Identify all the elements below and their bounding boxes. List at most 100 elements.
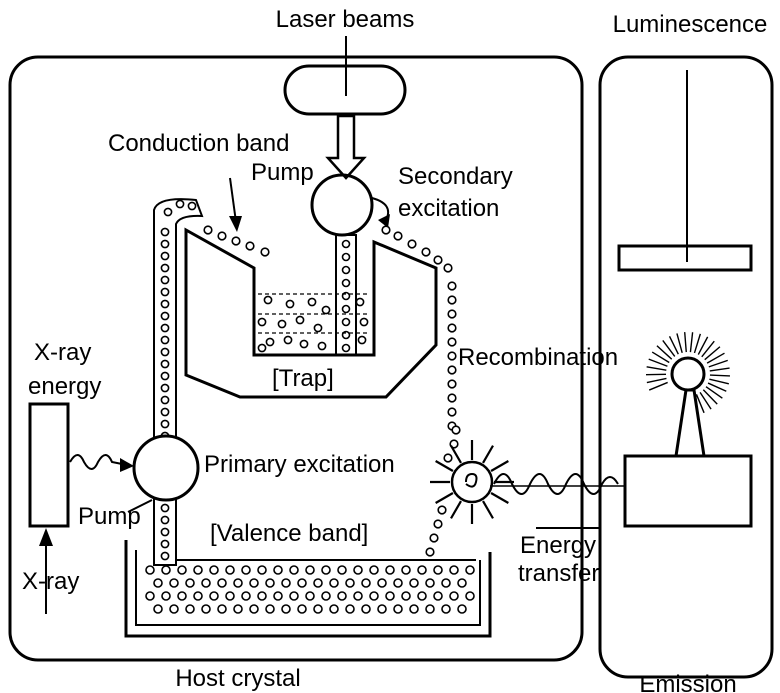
electron bbox=[249, 604, 259, 614]
electron bbox=[297, 604, 307, 614]
electron bbox=[321, 591, 331, 601]
label-emission: Emission bbox=[639, 671, 736, 693]
electron bbox=[153, 578, 163, 588]
ray bbox=[707, 382, 727, 392]
electron bbox=[313, 604, 323, 614]
electron bbox=[233, 578, 243, 588]
electron bbox=[361, 604, 371, 614]
emitter-box bbox=[623, 454, 753, 528]
electron bbox=[355, 297, 365, 307]
electron bbox=[447, 323, 457, 333]
ray bbox=[704, 346, 721, 361]
electron bbox=[160, 359, 170, 369]
label-pump-bottom: Pump bbox=[78, 503, 141, 530]
electron bbox=[225, 591, 235, 601]
conduction-electrons bbox=[203, 225, 453, 273]
label-primary-excitation: Primary excitation bbox=[204, 451, 395, 478]
electron bbox=[257, 343, 267, 353]
electron bbox=[160, 299, 170, 309]
electron bbox=[425, 547, 435, 557]
electron bbox=[163, 207, 173, 217]
electron bbox=[249, 578, 259, 588]
electron bbox=[160, 275, 170, 285]
secondary-excitation-arrowhead bbox=[378, 214, 390, 228]
electron bbox=[263, 295, 273, 305]
label-conduction-band: Conduction band bbox=[108, 130, 289, 157]
electron bbox=[265, 337, 275, 347]
electron bbox=[153, 604, 163, 614]
electron bbox=[447, 295, 457, 305]
ray bbox=[709, 374, 730, 377]
electron bbox=[345, 604, 355, 614]
electron bbox=[277, 319, 287, 329]
spike bbox=[450, 445, 462, 464]
ray bbox=[662, 339, 676, 357]
electron bbox=[209, 565, 219, 575]
label-secondary-excitation-2: excitation bbox=[398, 195, 499, 222]
ray bbox=[709, 378, 730, 385]
label-valence-band: [Valence band] bbox=[210, 520, 368, 547]
electron bbox=[160, 287, 170, 297]
electron bbox=[307, 297, 317, 307]
xray-arrowhead bbox=[39, 528, 53, 546]
ray bbox=[709, 367, 730, 372]
electron bbox=[193, 565, 203, 575]
electron bbox=[393, 231, 403, 241]
electron bbox=[185, 578, 195, 588]
valence-electrons bbox=[145, 565, 475, 614]
electron bbox=[425, 604, 435, 614]
electron bbox=[160, 539, 170, 549]
electron bbox=[433, 255, 443, 265]
electron bbox=[217, 578, 227, 588]
electron bbox=[161, 591, 171, 601]
laser-arrow bbox=[325, 114, 367, 180]
electron bbox=[175, 199, 185, 209]
electron bbox=[369, 565, 379, 575]
electron bbox=[353, 565, 363, 575]
electron bbox=[447, 309, 457, 319]
electron bbox=[393, 604, 403, 614]
electron bbox=[429, 533, 439, 543]
electron bbox=[187, 201, 197, 211]
electron bbox=[193, 591, 203, 601]
label-luminescence: Luminescence bbox=[613, 11, 768, 38]
electron bbox=[447, 379, 457, 389]
electron bbox=[409, 604, 419, 614]
electron bbox=[217, 604, 227, 614]
electron bbox=[447, 393, 457, 403]
electron bbox=[160, 551, 170, 561]
electron bbox=[289, 591, 299, 601]
label-host-crystal: Host crystal bbox=[175, 665, 300, 692]
ray bbox=[695, 394, 705, 414]
electron bbox=[329, 578, 339, 588]
electron bbox=[441, 604, 451, 614]
electron bbox=[443, 453, 453, 463]
ray bbox=[656, 345, 673, 360]
electron bbox=[203, 225, 213, 235]
electron bbox=[433, 565, 443, 575]
electron bbox=[145, 591, 155, 601]
ray bbox=[702, 389, 718, 405]
ray bbox=[708, 359, 728, 368]
label-laser-beams: Laser beams bbox=[276, 6, 415, 33]
pump-circle-bottom bbox=[132, 434, 200, 502]
label-xray-energy-2: energy bbox=[28, 373, 101, 400]
electron bbox=[260, 247, 270, 257]
electron bbox=[417, 565, 427, 575]
electron bbox=[201, 578, 211, 588]
electron bbox=[160, 419, 170, 429]
electron bbox=[160, 323, 170, 333]
electron bbox=[433, 519, 443, 529]
tube-electrons bbox=[160, 199, 197, 561]
emitter-rays bbox=[645, 332, 730, 414]
electron bbox=[225, 565, 235, 575]
electron bbox=[160, 407, 170, 417]
electron bbox=[345, 578, 355, 588]
electron bbox=[433, 591, 443, 601]
electron bbox=[281, 604, 291, 614]
spike bbox=[490, 460, 509, 472]
electron bbox=[185, 604, 195, 614]
electron bbox=[447, 407, 457, 417]
spike bbox=[482, 500, 494, 519]
electron bbox=[295, 315, 305, 325]
